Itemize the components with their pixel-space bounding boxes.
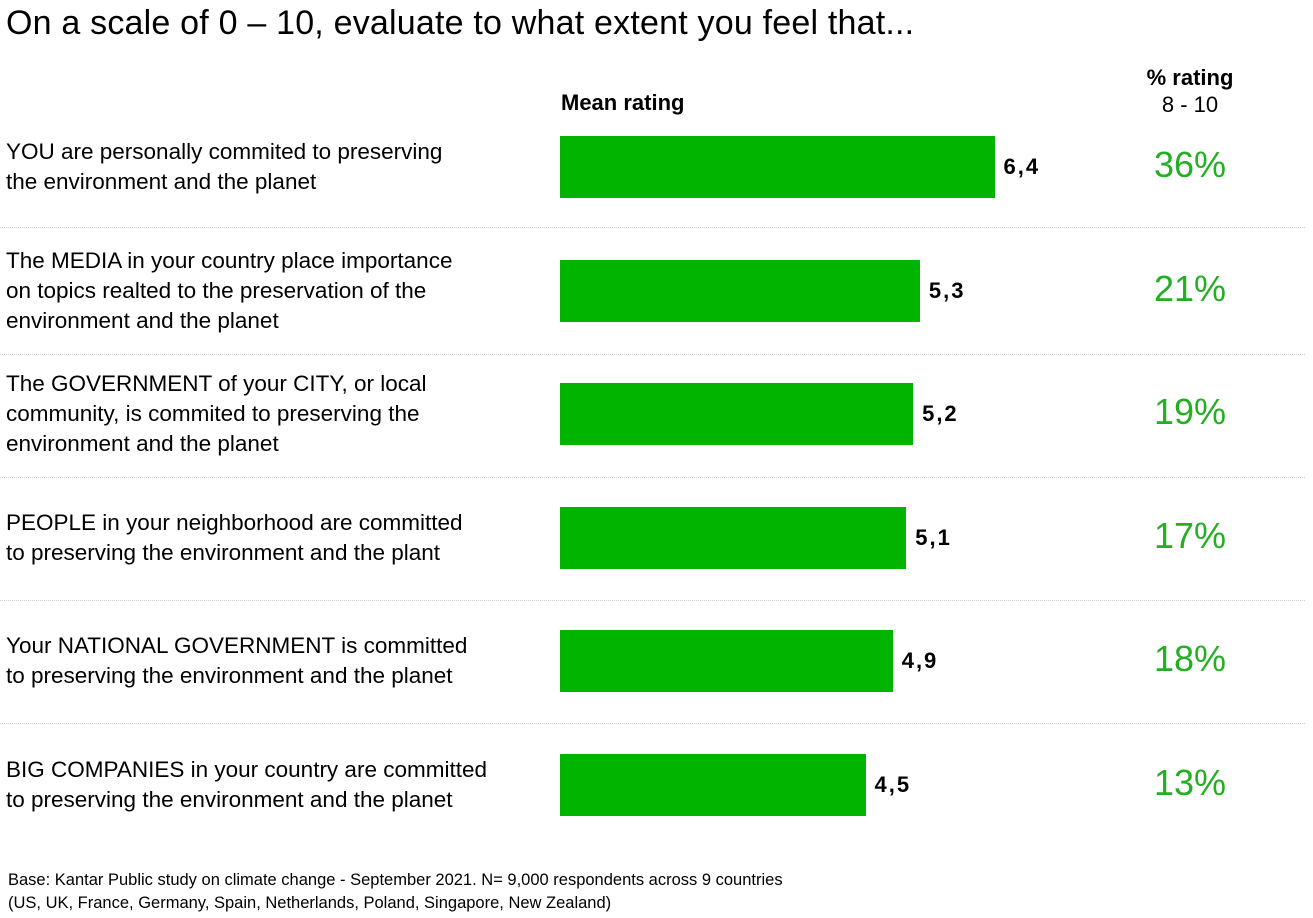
percent-rating-value: 17% — [1153, 515, 1227, 556]
category-label: PEOPLE in your neighborhood are committe… — [6, 510, 463, 565]
row-divider — [0, 477, 1305, 478]
mean-rating-value: 6,4 — [1003, 154, 1041, 179]
mean-rating-bar — [560, 507, 907, 569]
percent-rating-value: 21% — [1153, 268, 1227, 309]
percent-rating-value: 36% — [1153, 144, 1227, 185]
percent-rating-value: 13% — [1153, 762, 1227, 803]
mean-rating-value: 4,9 — [901, 648, 939, 673]
chart-title: On a scale of 0 – 10, evaluate to what e… — [6, 4, 915, 42]
percent-rating-header: % rating 8 - 10 — [1110, 64, 1270, 118]
mean-rating-value: 4,5 — [874, 772, 912, 797]
row-divider — [0, 354, 1305, 355]
mean-rating-value: 5,3 — [928, 278, 966, 303]
mean-rating-bar — [560, 136, 995, 198]
percent-rating-value: 19% — [1153, 391, 1227, 432]
category-label: BIG COMPANIES in your country are commit… — [6, 757, 487, 812]
mean-rating-bar — [560, 383, 914, 445]
category-label: YOU are personally commited to preservin… — [6, 139, 443, 194]
percent-rating-header-line1: % rating — [1146, 65, 1234, 90]
row-divider — [0, 600, 1305, 601]
category-label: Your NATIONAL GOVERNMENT is committed to… — [6, 633, 468, 688]
mean-rating-value: 5,2 — [922, 401, 959, 426]
mean-rating-bar — [560, 754, 866, 816]
mean-rating-header: Mean rating — [561, 90, 685, 115]
percent-rating-header-line2: 8 - 10 — [1161, 92, 1219, 117]
footnote: Base: Kantar Public study on climate cha… — [8, 871, 783, 912]
row-divider — [0, 227, 1305, 228]
mean-rating-bar — [560, 630, 893, 692]
category-label: The MEDIA in your country place importan… — [6, 248, 453, 333]
percent-rating-value: 18% — [1153, 638, 1227, 679]
mean-rating-bar — [560, 260, 920, 322]
mean-rating-value: 5,1 — [915, 525, 952, 550]
category-label: The GOVERNMENT of your CITY, or local co… — [6, 371, 427, 456]
row-divider — [0, 723, 1305, 724]
